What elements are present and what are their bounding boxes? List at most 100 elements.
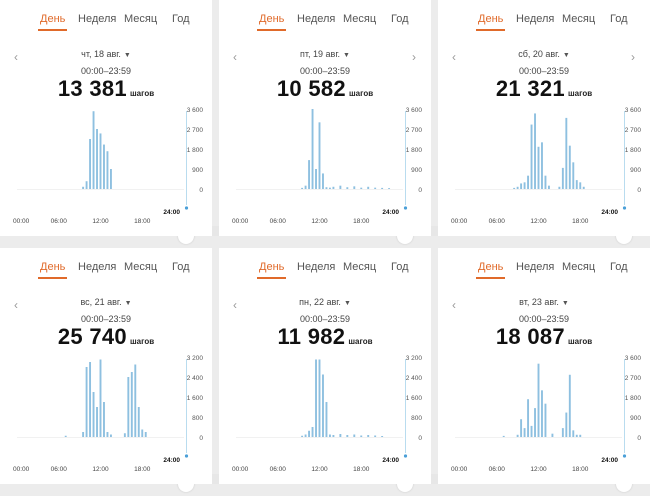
chevron-left-icon[interactable]: ‹ [14,298,18,312]
steps-total: 11 982 шагов [219,324,431,350]
time-range: 00:00–23:59 [518,314,570,324]
x-tick-label: 00:00 [13,218,30,225]
tab-week[interactable]: Неделя [78,261,117,273]
tab-day[interactable]: День [475,261,506,279]
period-tabs: День Неделя Месяц Год [0,13,212,33]
tab-year[interactable]: Год [172,261,190,273]
x-tick-label: 12:00 [92,218,109,225]
chevron-left-icon[interactable]: ‹ [233,298,237,312]
steps-total: 18 087 шагов [438,324,650,350]
tab-year[interactable]: Год [610,261,628,273]
chart-bar [304,185,307,189]
chart-bar [568,374,571,437]
steps-value: 11 982 [277,324,346,349]
period-tabs: День Неделя Месяц Год [0,261,212,281]
x-tick-label: 18:00 [134,218,151,225]
chart-bar [534,408,536,437]
current-time-marker [403,454,408,458]
current-time-marker [184,206,189,210]
y-tick-label: 0 [637,435,641,442]
chart-bar [304,434,307,437]
tab-week[interactable]: Неделя [297,261,336,273]
x-tick-label: 18:00 [353,218,370,225]
tab-day[interactable]: День [256,13,287,31]
chart-bar [572,162,575,189]
chart-bar [547,185,550,189]
y-tick-label: 0 [418,435,422,442]
x-tick-label: 18:00 [353,466,370,473]
tab-day[interactable]: День [475,13,506,31]
chart-bar [534,113,536,189]
period-tabs: День Неделя Месяц Год [219,13,431,33]
date-selector[interactable]: вт, 23 авг. ▼ [438,297,650,307]
tab-month[interactable]: Месяц [343,261,377,273]
date-label: вт, 23 авг. [519,297,559,307]
chart-bar [513,187,516,189]
chevron-left-icon[interactable]: ‹ [452,298,456,312]
chevron-right-icon[interactable]: › [631,50,635,64]
chevron-left-icon[interactable]: ‹ [452,50,456,64]
chart-bar [92,392,95,437]
chart-bar [516,434,519,437]
hourly-steps-svg: 3 600 2 700 1 800 900 0 00:00 06:00 12:00 18:00 2… [451,107,642,225]
tab-month[interactable]: Месяц [343,13,377,25]
day-steps-card: День Неделя Месяц Год ‹ вс, 21 авг. ▼ 00:00–23:… [0,248,212,484]
tab-week[interactable]: Неделя [516,13,555,25]
chart-bar [561,167,564,189]
chevron-right-icon[interactable]: › [412,50,416,64]
steps-value: 25 740 [57,324,127,349]
chart-bar [353,434,356,437]
chart-bar [325,402,328,437]
tab-week[interactable]: Неделя [297,13,336,25]
tab-year[interactable]: Год [391,13,409,25]
steps-unit: шагов [567,89,593,98]
chart-bar [328,434,331,437]
chart-bar [579,434,582,437]
caret-down-icon: ▼ [562,52,570,59]
steps-unit: шагов [348,89,374,98]
date-selector[interactable]: чт, 18 авг. ▼ [0,49,212,59]
chart-bar [530,425,533,437]
chart-bar [106,432,109,437]
current-time-marker [622,454,627,458]
caret-down-icon: ▼ [561,300,569,307]
x-tick-label: 12:00 [530,466,547,473]
date-selector[interactable]: пт, 19 авг. ▼ [219,49,431,59]
tab-month[interactable]: Месяц [124,261,158,273]
chart-bar [109,434,112,437]
tab-day[interactable]: День [37,261,68,279]
chart-bar [527,175,530,189]
chart-bar [325,187,328,189]
end-time-label: 24:00 [382,209,399,216]
x-tick-label: 18:00 [572,466,589,473]
tab-year[interactable]: Год [391,261,409,273]
tab-month[interactable]: Месяц [124,13,158,25]
tab-day[interactable]: День [256,261,287,279]
chart-bar [106,151,109,189]
tab-week[interactable]: Неделя [78,13,117,25]
hourly-steps-svg: 3 600 2 700 1 800 900 0 00:00 06:00 12:00 18:00 2… [13,107,204,225]
hourly-steps-chart: 3 600 2 700 1 800 900 0 00:00 06:00 12:00 18:00 2… [0,103,212,225]
tab-month[interactable]: Месяц [562,13,596,25]
chevron-left-icon[interactable]: ‹ [14,50,18,64]
chart-bar [360,435,363,437]
steps-total: 25 740 шагов [0,324,212,350]
chart-bar [523,428,526,437]
tab-month[interactable]: Месяц [562,261,596,273]
y-tick-label: 3 600 [625,355,642,362]
caret-down-icon: ▼ [343,300,351,307]
chevron-left-icon[interactable]: ‹ [233,50,237,64]
chart-bar [89,139,92,189]
tab-week[interactable]: Неделя [516,261,555,273]
date-selector[interactable]: пн, 22 авг. ▼ [219,297,431,307]
date-selector[interactable]: вс, 21 авг. ▼ [0,297,212,307]
period-tabs: День Неделя Месяц Год [438,13,650,33]
y-tick-label: 2 700 [625,127,642,134]
tab-day[interactable]: День [37,13,68,31]
date-selector[interactable]: сб, 20 авг. ▼ [438,49,650,59]
chart-bar [367,435,370,437]
end-time-label: 24:00 [601,457,618,464]
tab-year[interactable]: Год [172,13,190,25]
y-tick-label: 1 800 [187,147,204,154]
tab-year[interactable]: Год [610,13,628,25]
